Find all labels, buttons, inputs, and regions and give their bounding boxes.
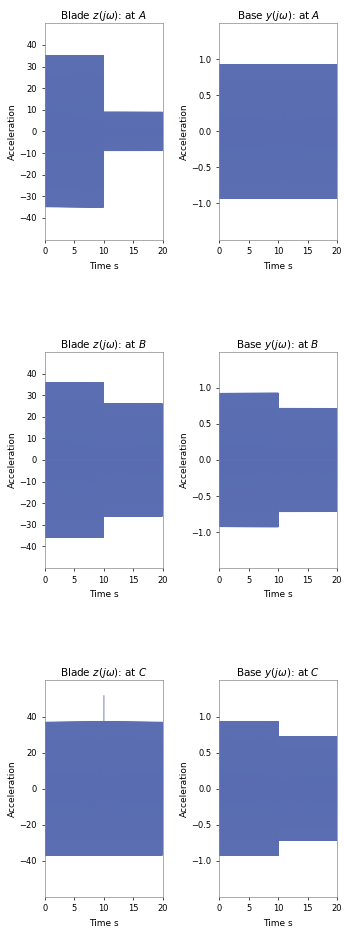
Y-axis label: Acceleration: Acceleration <box>8 760 17 817</box>
Title: Blade $z(j\omega)$: at $A$: Blade $z(j\omega)$: at $A$ <box>60 9 147 23</box>
Title: Base $y(j\omega)$: at $A$: Base $y(j\omega)$: at $A$ <box>237 9 320 23</box>
X-axis label: Time s: Time s <box>264 590 293 600</box>
X-axis label: Time s: Time s <box>264 919 293 927</box>
Title: Blade $z(j\omega)$: at $C$: Blade $z(j\omega)$: at $C$ <box>60 666 147 680</box>
X-axis label: Time s: Time s <box>89 590 118 600</box>
Y-axis label: Acceleration: Acceleration <box>180 103 189 160</box>
Title: Base $y(j\omega)$: at $B$: Base $y(j\omega)$: at $B$ <box>236 338 320 352</box>
Y-axis label: Acceleration: Acceleration <box>180 760 189 817</box>
Y-axis label: Acceleration: Acceleration <box>8 432 17 488</box>
X-axis label: Time s: Time s <box>89 262 118 271</box>
Title: Blade $z(j\omega)$: at $B$: Blade $z(j\omega)$: at $B$ <box>60 338 147 352</box>
X-axis label: Time s: Time s <box>264 262 293 271</box>
Title: Base $y(j\omega)$: at $C$: Base $y(j\omega)$: at $C$ <box>236 666 320 680</box>
Y-axis label: Acceleration: Acceleration <box>8 103 17 160</box>
X-axis label: Time s: Time s <box>89 919 118 927</box>
Y-axis label: Acceleration: Acceleration <box>180 432 189 488</box>
